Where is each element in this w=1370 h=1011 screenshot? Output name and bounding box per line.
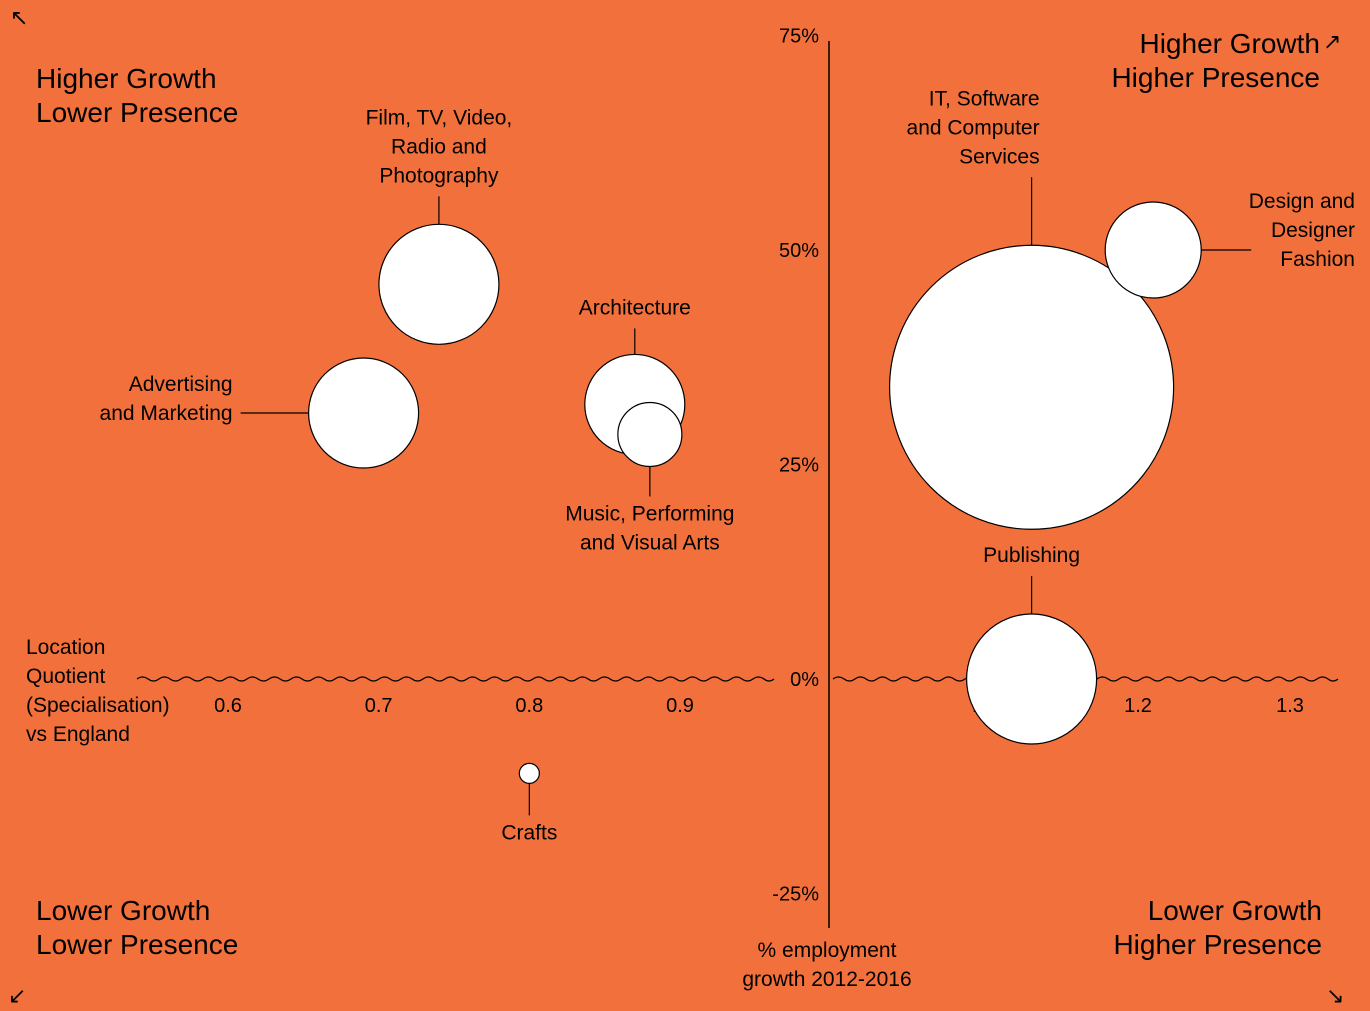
y-tick-label: -25% [772, 884, 819, 906]
bubble-label-line: Music, Performing [565, 502, 734, 525]
x-tick-label: 0.6 [214, 695, 242, 717]
bubble [965, 613, 1098, 745]
bubble-label-line: Radio and [391, 135, 487, 158]
bubble-label-line: Film, TV, Video, [366, 106, 513, 129]
y-axis-title-line-1: % employment [757, 939, 897, 962]
x-axis-title-line-4: vs England [26, 723, 130, 746]
y-tick-label: 0% [790, 669, 819, 691]
bubble-labels: Film, TV, Video, Radio and Photography Adve… [100, 87, 1355, 844]
bubble-label-line: Services [959, 145, 1040, 168]
arrow-down-right-icon: ↘ [1326, 984, 1345, 1009]
y-tick-label: 50% [779, 240, 819, 262]
bubble-label-line: and Marketing [100, 402, 233, 425]
bubble-label-line: Crafts [501, 821, 557, 844]
quadrant-bottom-left-line-1: Lower Growth [36, 895, 211, 926]
axes [136, 41, 1339, 928]
quadrant-bottom-right-line-2: Higher Presence [1113, 929, 1322, 960]
x-axis-title-line-1: Location [26, 636, 106, 659]
bubble-label: Crafts [501, 821, 557, 844]
bubble-label-line: and Computer [907, 116, 1040, 139]
quadrant-top-left-line-1: Higher Growth [36, 63, 217, 94]
bubble-label: Architecture [579, 296, 691, 319]
bubble-label: Design and Designer Fashion [1249, 190, 1355, 271]
bubble-label: Publishing [983, 544, 1080, 567]
y-tick-label: 25% [779, 455, 819, 477]
bubble-label: Advertising and Marketing [100, 373, 233, 425]
bubble-label: Film, TV, Video, Radio and Photography [366, 106, 513, 187]
bubble-label-line: IT, Software [929, 87, 1040, 110]
quadrant-label-bottom-left: Lower Growth Lower Presence [36, 894, 238, 962]
arrow-down-left-icon: ↙ [8, 984, 27, 1009]
quadrant-label-top-left: Higher Growth Lower Presence [36, 62, 238, 130]
bubble-label-line: Advertising [129, 373, 233, 396]
x-tick-label: 1.3 [1276, 695, 1304, 717]
y-axis-title-line-2: growth 2012-2016 [742, 968, 912, 991]
quadrant-top-right-line-1: Higher Growth [1139, 28, 1320, 59]
quadrant-top-right-line-2: Higher Presence [1111, 62, 1320, 93]
bubble [617, 401, 683, 468]
bubble-label-line: Architecture [579, 296, 691, 319]
y-axis-title: % employment growth 2012-2016 [697, 936, 957, 994]
bubble [518, 762, 540, 784]
x-tick-label: 1.2 [1124, 695, 1152, 717]
bubble-label-line: Publishing [983, 544, 1080, 567]
quadrant-top-left-line-2: Lower Presence [36, 97, 239, 128]
x-tick-label: 0.8 [515, 695, 543, 717]
x-axis-title: Location Quotient (Specialisation) vs En… [26, 633, 170, 749]
bubble-label-line: Photography [379, 164, 499, 187]
x-axis-line-left [136, 676, 775, 682]
bubble-label: IT, Software and Computer Services [907, 87, 1040, 168]
x-axis-title-line-2: Quotient [26, 665, 106, 688]
bubble [378, 223, 500, 345]
bubble-label: Music, Performing and Visual Arts [565, 502, 734, 554]
arrow-up-right-icon: ↗ [1323, 30, 1342, 55]
x-axis-title-line-3: (Specialisation) [26, 694, 170, 717]
quadrant-label-top-right: Higher Growth Higher Presence [1111, 27, 1320, 95]
x-tick-label: 0.9 [666, 695, 694, 717]
bubble [308, 357, 420, 469]
bubble-label-line: and Visual Arts [580, 531, 720, 554]
y-tick-label: 75% [779, 26, 819, 48]
quadrant-label-bottom-right: Lower Growth Higher Presence [1113, 894, 1322, 962]
bubble-label-line: Designer [1271, 219, 1355, 242]
x-tick-label: 0.7 [365, 695, 393, 717]
quadrant-bottom-left-line-2: Lower Presence [36, 929, 239, 960]
bubble-label-line: Design and [1249, 190, 1355, 213]
bubble-label-line: Fashion [1280, 248, 1355, 271]
arrow-up-left-icon: ↖ [10, 6, 29, 31]
bubble [1104, 201, 1202, 299]
bubbles [308, 201, 1202, 784]
quadrant-bottom-right-line-1: Lower Growth [1147, 895, 1322, 926]
